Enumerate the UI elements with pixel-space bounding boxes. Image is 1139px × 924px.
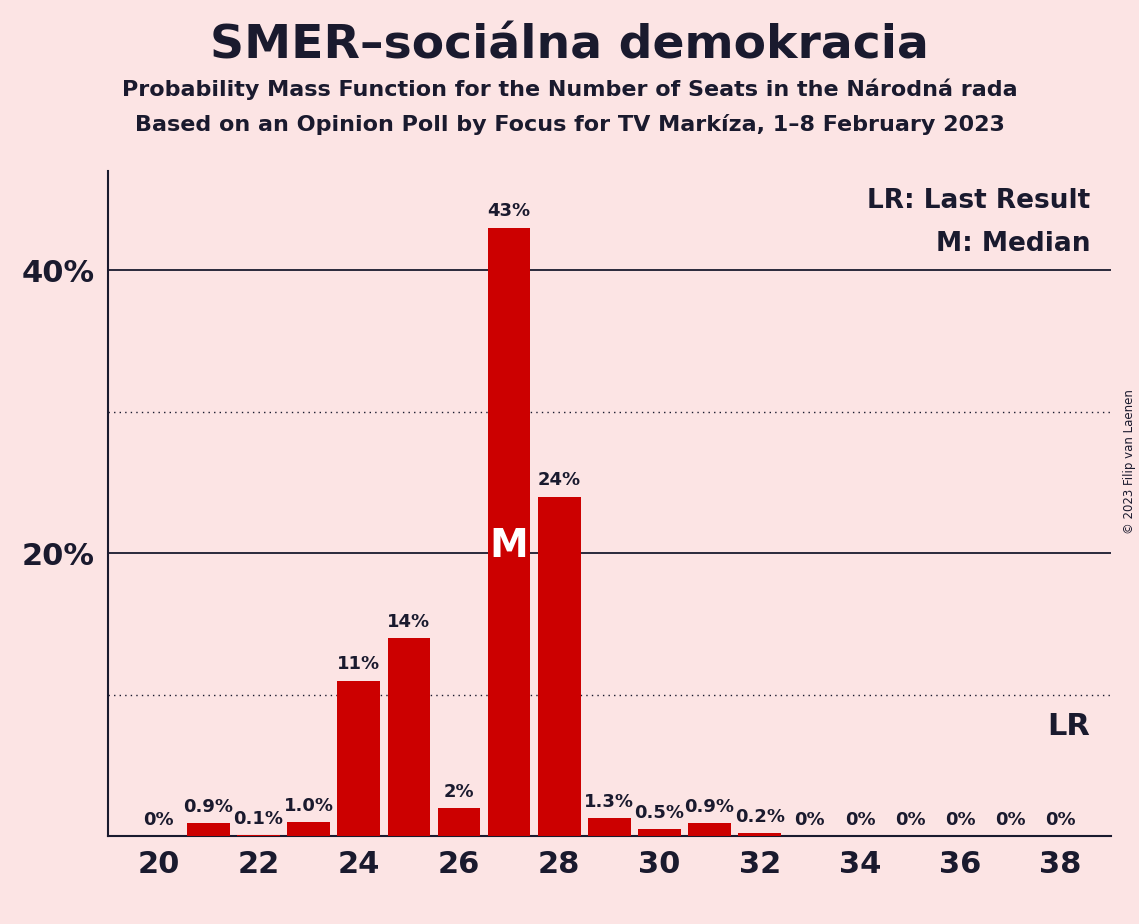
Bar — [387, 638, 431, 836]
Text: 0.5%: 0.5% — [634, 804, 685, 822]
Bar — [287, 822, 330, 836]
Text: 0.1%: 0.1% — [233, 809, 284, 828]
Text: M: Median: M: Median — [936, 231, 1090, 257]
Text: 0.9%: 0.9% — [685, 798, 735, 817]
Text: LR: Last Result: LR: Last Result — [867, 188, 1090, 213]
Text: 0%: 0% — [895, 811, 925, 829]
Bar — [688, 823, 731, 836]
Bar — [738, 833, 781, 836]
Text: 0%: 0% — [144, 811, 173, 829]
Text: 11%: 11% — [337, 655, 380, 674]
Text: 1.3%: 1.3% — [584, 793, 634, 810]
Text: Probability Mass Function for the Number of Seats in the Národná rada: Probability Mass Function for the Number… — [122, 79, 1017, 100]
Bar — [187, 823, 230, 836]
Text: LR: LR — [1048, 712, 1090, 741]
Text: 0.9%: 0.9% — [183, 798, 233, 817]
Bar — [437, 808, 481, 836]
Text: © 2023 Filip van Laenen: © 2023 Filip van Laenen — [1123, 390, 1136, 534]
Bar — [588, 818, 631, 836]
Text: 1.0%: 1.0% — [284, 797, 334, 815]
Text: 0%: 0% — [845, 811, 875, 829]
Text: 0.2%: 0.2% — [735, 808, 785, 826]
Bar — [487, 227, 531, 836]
Text: 24%: 24% — [538, 471, 581, 490]
Text: 0%: 0% — [945, 811, 975, 829]
Text: Based on an Opinion Poll by Focus for TV Markíza, 1–8 February 2023: Based on an Opinion Poll by Focus for TV… — [134, 114, 1005, 135]
Text: 43%: 43% — [487, 202, 531, 221]
Text: M: M — [490, 527, 528, 565]
Text: 2%: 2% — [444, 783, 474, 801]
Bar — [638, 829, 681, 836]
Text: 0%: 0% — [1046, 811, 1075, 829]
Text: SMER–sociálna demokracia: SMER–sociálna demokracia — [210, 23, 929, 68]
Text: 0%: 0% — [795, 811, 825, 829]
Text: 14%: 14% — [387, 613, 431, 631]
Text: 0%: 0% — [995, 811, 1025, 829]
Bar — [237, 834, 280, 836]
Bar — [337, 680, 380, 836]
Bar — [538, 496, 581, 836]
